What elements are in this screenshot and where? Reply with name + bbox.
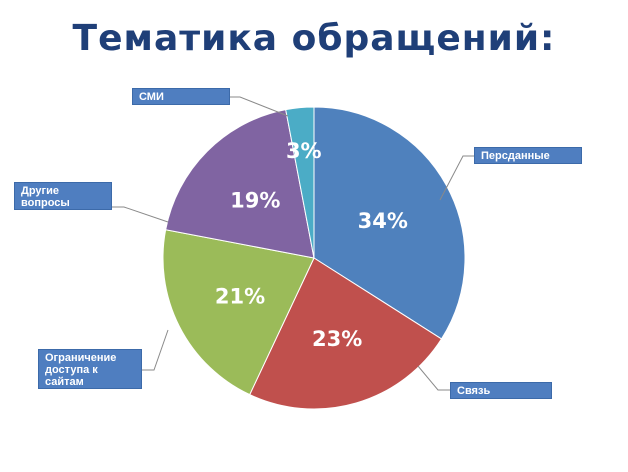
leader-line-drugie-voprosy — [112, 206, 169, 223]
callout-drugie-voprosy: Другие вопросы — [14, 182, 112, 210]
callout-svyaz: Связь — [450, 382, 552, 399]
callout-ogranichenie: Ограничение доступа к сайтам — [38, 349, 142, 389]
callout-persdannye: Персданные — [474, 147, 582, 164]
pie-slice-svyaz — [249, 257, 443, 410]
leader-line-smi — [230, 96, 289, 117]
percent-label-drugie-voprosy: 19% — [230, 188, 280, 212]
percent-label-svyaz: 23% — [312, 327, 362, 351]
callout-smi: СМИ — [132, 88, 230, 105]
percent-label-smi: 3% — [286, 139, 322, 163]
leader-line-persdannye — [439, 155, 474, 201]
leader-line-ogranichenie — [142, 329, 169, 371]
percent-label-ogranichenie: 21% — [215, 285, 265, 309]
pie-slice-smi — [285, 106, 315, 259]
percent-label-persdannye: 34% — [358, 209, 408, 233]
pie-slice-persdannye — [313, 106, 466, 340]
pie-slice-ogranichenie — [162, 229, 315, 396]
pie-slices — [162, 106, 466, 410]
leader-line-svyaz — [417, 365, 450, 391]
pie-slice-drugie-voprosy — [165, 109, 315, 259]
chart-title: Тематика обращений: — [72, 18, 556, 59]
percent-labels: 34% 23% 21% 19% 3% — [215, 139, 408, 351]
leader-lines — [112, 96, 474, 391]
